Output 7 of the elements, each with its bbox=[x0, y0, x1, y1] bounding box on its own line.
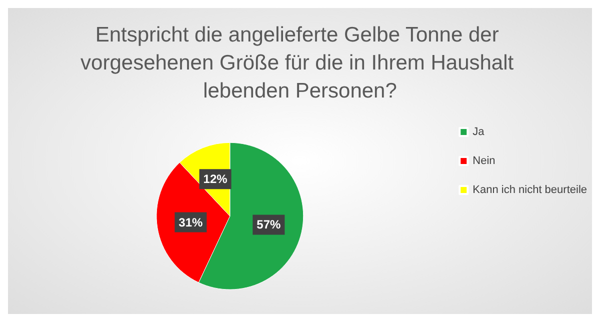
legend-label: Nein bbox=[472, 155, 496, 167]
data-label: 57% bbox=[256, 218, 282, 232]
data-label: 12% bbox=[203, 172, 228, 186]
legend-label: Ja bbox=[472, 126, 486, 138]
legend-label: Kann ich nicht beurteile bbox=[472, 184, 588, 196]
chart-title: Entspricht die angelieferte Gelbe Tonne der vorgesehenen Größe für die in Ihrem Haushalt lebenden Personen? bbox=[80, 24, 520, 102]
data-label: 31% bbox=[178, 215, 204, 230]
